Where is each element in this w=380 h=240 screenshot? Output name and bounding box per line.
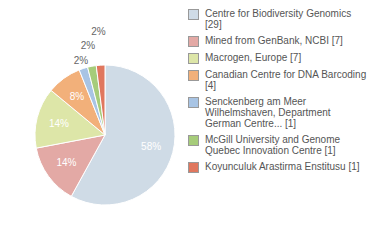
svg-text:2%: 2%	[74, 55, 89, 66]
html-text:Koyunculuk Arastirma Enstitusu: Koyunculuk Arastirma Enstitusu [1]	[205, 161, 360, 172]
html-text:Macrogen, Europe [7]: Macrogen, Europe [7]	[205, 52, 302, 63]
svg-text:2%: 2%	[91, 26, 106, 37]
html-text:Centre for Biodiversity Genomi: Centre for Biodiversity Genomics [29]	[205, 8, 352, 30]
svg-text:58%: 58%	[141, 141, 161, 152]
svg-text:2%: 2%	[81, 40, 96, 51]
html-text:Mined from GenBank, NCBI [7]: Mined from GenBank, NCBI [7]	[205, 35, 343, 46]
svg-text:14%: 14%	[56, 157, 76, 168]
html-text:Senckenberg am Meer Wilhelmsha: Senckenberg am Meer Wilhelmshaven, Depar…	[205, 96, 331, 129]
svg-text:14%: 14%	[49, 118, 69, 129]
html-text:McGill University and Genome Q: McGill University and Genome Quebec Inno…	[205, 134, 340, 156]
svg-text:8%: 8%	[70, 91, 85, 102]
html-text:Canadian Centre for DNA Barcod: Canadian Centre for DNA Barcoding [4]	[205, 69, 367, 91]
